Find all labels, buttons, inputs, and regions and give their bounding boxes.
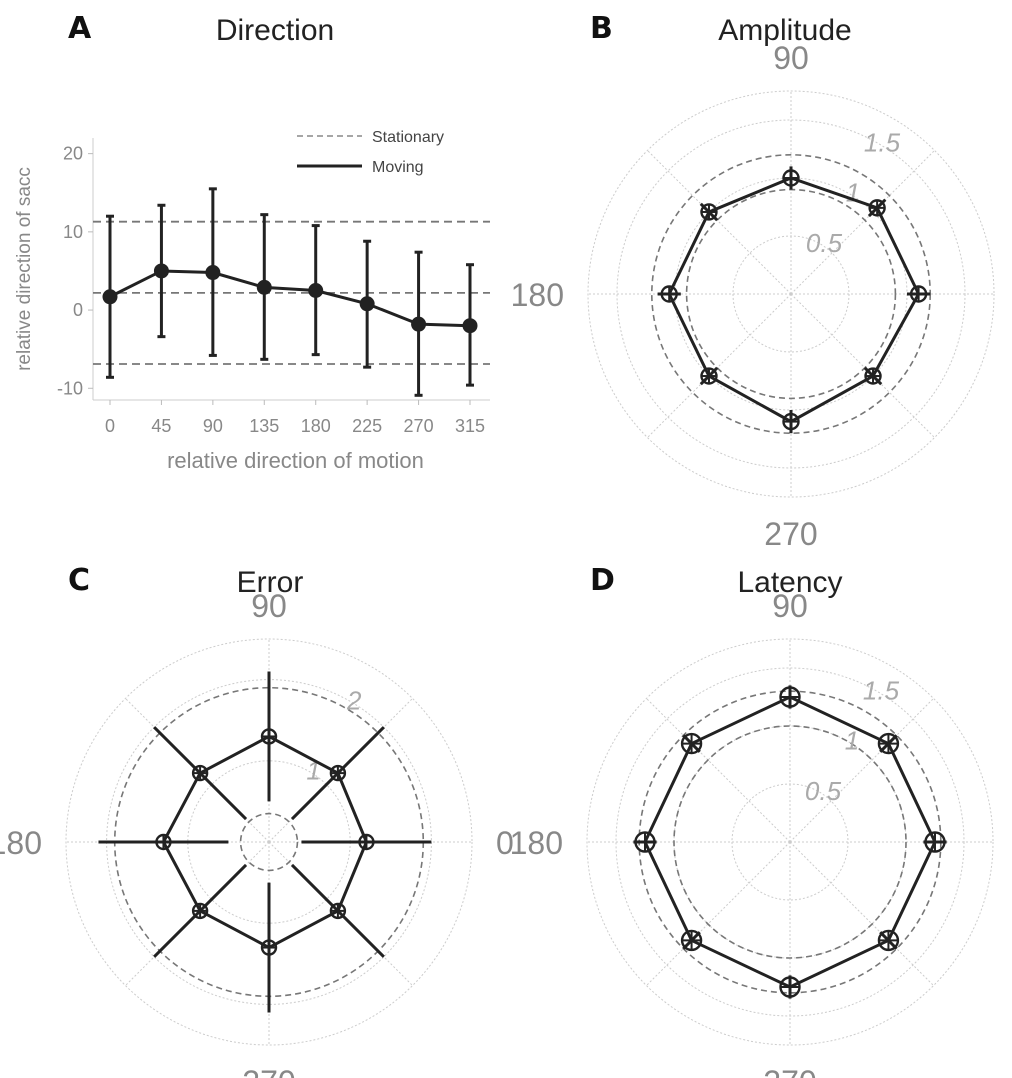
radial-tick-label: 1 [845,726,859,756]
legend: Stationary Moving [297,129,444,176]
x-tick-label: 180 [301,416,331,436]
data-point [205,265,221,281]
radial-tick-label: 2 [346,685,362,715]
data-point [308,283,324,299]
polar-grid-spoke [789,841,934,986]
panel-a-plot: Stationary Moving 20 10 0 -10 0 45 90 135 180 225… [14,129,490,473]
panel-a-title: Direction [216,14,334,47]
panel-b-label: B [590,11,613,46]
y-axis-label: relative direction of sacc [14,167,35,371]
moving-series-line [109,269,471,328]
polar-grid-spoke [646,698,791,843]
panel-c-label: C [68,563,90,598]
data-point [359,296,375,312]
polar-outer-circle [586,638,994,1046]
angle-label-270: 270 [764,516,817,552]
x-tick-label: 225 [352,416,382,436]
stationary-dashed-circle [673,725,907,959]
panel-a-label: A [68,11,92,46]
panel-b-plot: 0.511.5090180270 [511,40,995,552]
x-tick-label: 135 [249,416,279,436]
radial-tick-label: 1 [846,178,860,208]
data-point [153,263,169,279]
angle-label-180: 180 [0,825,42,861]
x-tick-label: 270 [404,416,434,436]
angle-label-270: 270 [763,1064,816,1078]
panel-d-title: Latency [737,566,842,599]
radial-tick-label: 0.5 [805,776,842,806]
y-tick-label: 10 [63,222,83,242]
data-point [462,318,478,334]
y-tick-label: 20 [63,144,83,164]
angle-label-180: 180 [511,277,564,313]
polar-grid-spoke [789,698,934,843]
panel-c-title: Error [237,566,304,599]
panel-d-label: D [590,563,615,598]
legend-moving-label: Moving [372,159,424,176]
radial-tick-label: 0.5 [806,228,843,258]
polar-grid-spoke [646,841,791,986]
radial-tick-label: 1.5 [863,675,900,705]
angle-label-0: 0 [496,825,514,861]
angle-label-90: 90 [251,588,287,624]
polar-outer-circle [65,638,473,1046]
legend-stationary-label: Stationary [372,129,444,146]
x-tick-label: 315 [455,416,485,436]
x-tick-label: 0 [105,416,115,436]
polar-grid-spoke [790,150,935,295]
data-point [411,316,427,332]
angle-label-180: 180 [510,825,563,861]
y-tick-label: -10 [57,378,83,398]
angle-label-90: 90 [772,588,808,624]
panel-d-plot: 0.511.5090180270 [510,588,994,1078]
panel-b: B Amplitude 0.511.5090180270 [511,11,995,552]
panel-c-plot: 12090180270 [0,588,514,1078]
y-tick-label: 0 [73,300,83,320]
angle-label-90: 90 [773,40,809,76]
stationary-dashed-circle [239,812,299,872]
angle-label-270: 270 [242,1064,295,1078]
data-point [102,289,118,305]
polar-outer-circle [587,90,995,498]
x-axis-label: relative direction of motion [167,448,424,473]
panel-a: A Direction Stationary Moving 20 10 0 -10 0 4… [14,11,490,473]
polar-grid-spoke [647,150,792,295]
panel-b-title: Amplitude [718,14,851,47]
polar-grid-spoke [647,293,792,438]
x-tick-label: 90 [203,416,223,436]
radial-tick-label: 1.5 [864,127,901,157]
data-point [256,279,272,295]
panel-d: D Latency 0.511.5090180270 [510,563,994,1078]
x-tick-label: 45 [151,416,171,436]
polar-grid-spoke [790,293,935,438]
panel-c: C Error 12090180270 [0,563,514,1078]
